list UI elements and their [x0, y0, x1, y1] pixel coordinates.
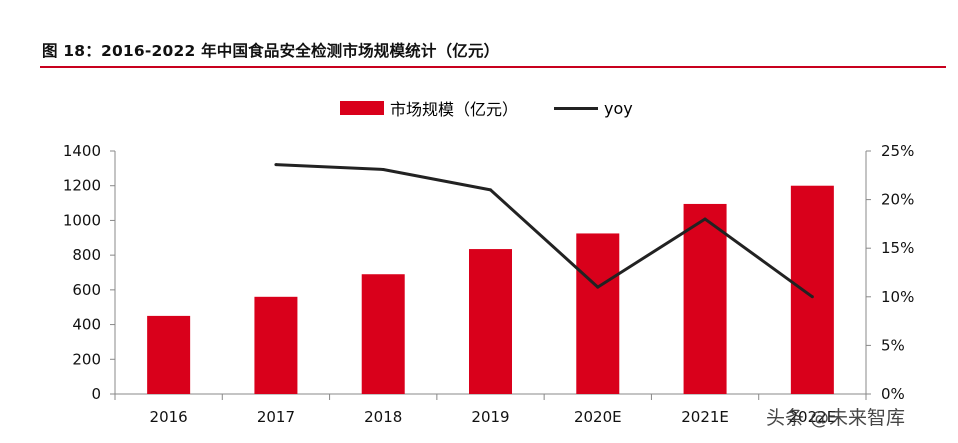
- bar-2017: [254, 296, 298, 394]
- yoy-point-2021E: [703, 217, 707, 221]
- chart-labels: 0 200 400 600 800 1000 1200 1400 0% 5% 10% 15% 20% 25…: [63, 142, 915, 426]
- yoy-point-2019: [489, 188, 492, 192]
- legend-swatch-line: [554, 106, 599, 110]
- yoy-point-2018: [381, 167, 385, 171]
- y-left-tick-label: 600: [72, 281, 101, 299]
- legend-label-bar: 市场规模（亿元）: [390, 100, 519, 119]
- y-right-tick-label: 15%: [881, 239, 914, 257]
- x-tick-label: 2021E: [681, 408, 729, 426]
- x-tick-label: 2017: [257, 408, 295, 426]
- x-tick-label: 2016: [150, 408, 188, 426]
- x-tick-label: 2019: [471, 408, 509, 426]
- bar-2020E: [576, 233, 620, 394]
- legend-label-line: yoy: [604, 98, 633, 118]
- y-left-tick-label: 200: [72, 350, 101, 368]
- y-right-tick-label: 10%: [881, 288, 914, 306]
- y-right-tick-label: 5%: [881, 336, 905, 354]
- y-right-tick-label: 0%: [881, 385, 905, 403]
- figure-title: 图 18：2016-2022 年中国食品安全检测市场规模统计（亿元）: [42, 42, 500, 60]
- title-rule: [40, 66, 946, 68]
- bar-2022E: [790, 185, 834, 394]
- yoy-point-2022E: [810, 295, 814, 299]
- y-left-tick-label: 0: [91, 385, 101, 403]
- chart-line: [274, 163, 814, 299]
- legend-item-line: yoy: [554, 99, 633, 118]
- bar-2018: [361, 274, 405, 394]
- bar-2021E: [683, 203, 727, 394]
- y-left-tick-label: 1200: [63, 177, 101, 195]
- x-tick-label: 2020E: [574, 408, 622, 426]
- legend-swatch-bar: [340, 101, 384, 115]
- y-left-tick-label: 400: [72, 316, 101, 334]
- bar-2019: [469, 249, 512, 394]
- chart-legend: 市场规模（亿元） yoy: [340, 96, 669, 120]
- legend-item-bar: 市场规模（亿元）: [340, 96, 518, 120]
- watermark: 头条 @未来智库: [766, 407, 906, 429]
- yoy-point-2020E: [596, 285, 600, 289]
- bar-2016: [147, 315, 191, 394]
- y-right-tick-label: 20%: [881, 191, 914, 209]
- yoy-point-2017: [274, 163, 278, 167]
- y-left-tick-label: 1400: [63, 142, 101, 160]
- y-left-tick-label: 1000: [63, 211, 101, 229]
- chart-bars: [147, 185, 834, 394]
- y-left-tick-label: 800: [72, 246, 101, 264]
- y-right-tick-label: 25%: [881, 142, 914, 160]
- yoy-line: [275, 163, 814, 299]
- x-tick-label: 2018: [364, 408, 402, 426]
- x-tick-label: 2022E: [789, 408, 837, 426]
